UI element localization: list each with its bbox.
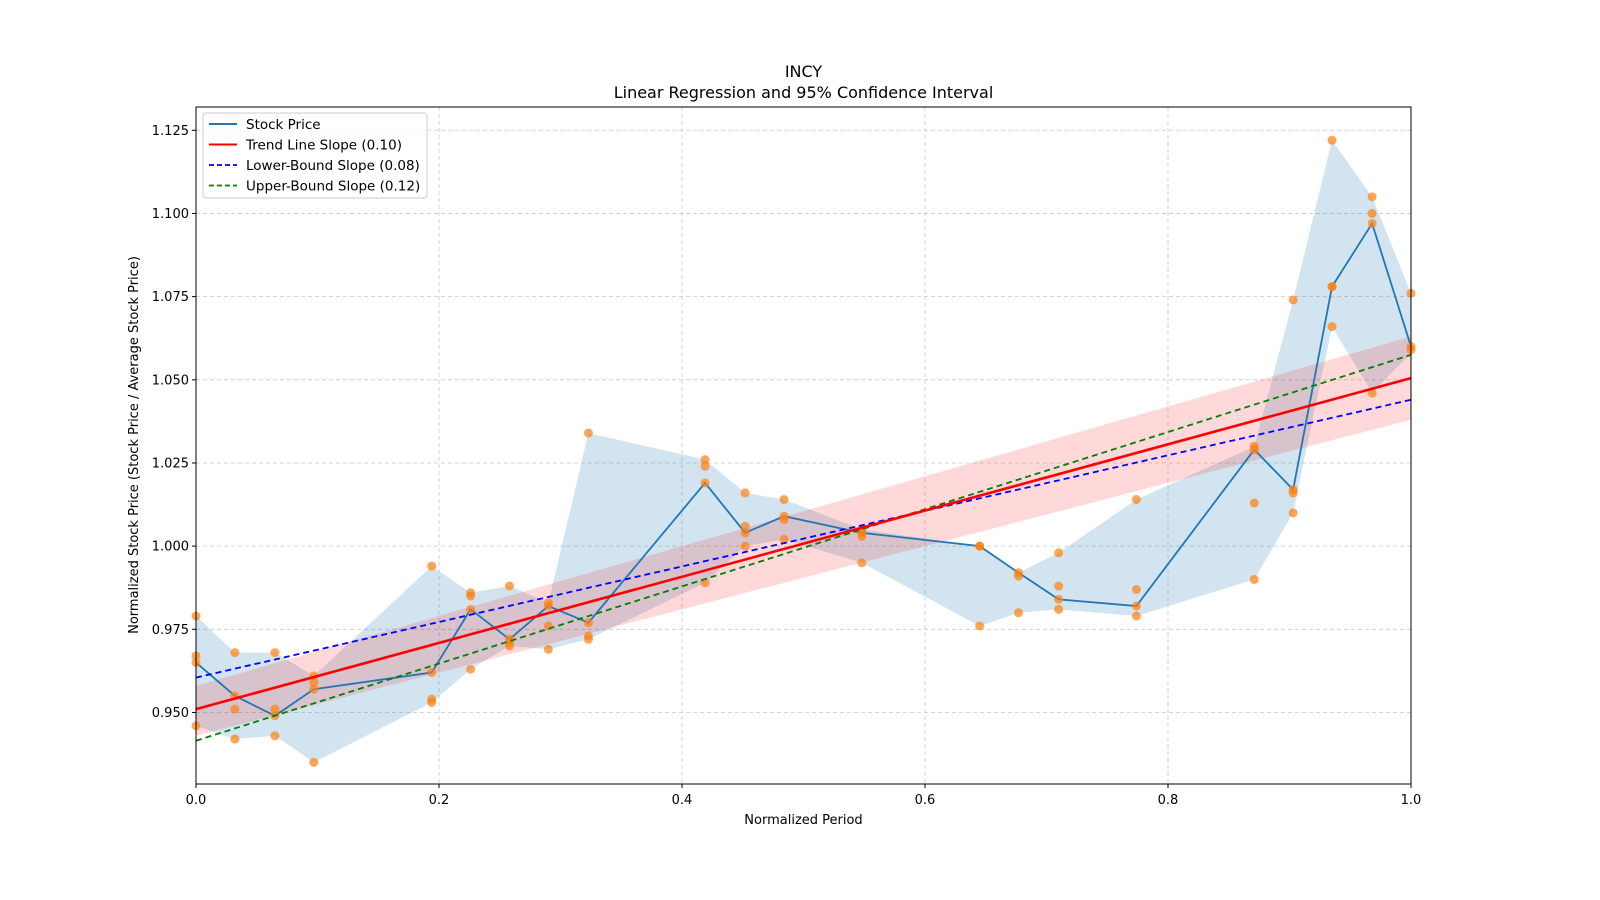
chart-title: INCY [785,62,823,81]
scatter-point [1288,508,1298,518]
scatter-point [583,428,593,438]
x-tick-label: 0.2 [429,793,450,808]
scatter-point [975,621,985,631]
scatter-point [1014,571,1024,581]
trend-confidence-band [196,336,1411,736]
scatter-point [543,601,553,611]
scatter-point [857,558,867,568]
scatter-point [230,704,240,714]
scatter-point [270,648,280,658]
regression-lines [195,353,1412,742]
scatter-point [466,664,476,674]
price-range-area [196,140,1411,763]
scatter-point [740,541,750,551]
scatter-point [1288,488,1298,498]
legend-label: Trend Line Slope (0.10) [245,138,402,154]
scatter-point [1054,594,1064,604]
scatter-point [700,455,710,465]
scatter-point [1131,611,1141,621]
scatter-point [700,478,710,488]
y-tick-label: 0.975 [152,623,189,638]
stock-price-line [195,221,1412,717]
scatter-point [270,731,280,741]
scatter-point [504,634,514,644]
scatter-point [543,621,553,631]
scatter-point [583,618,593,628]
y-tick-label: 1.100 [152,207,189,222]
scatter-point [1054,548,1064,558]
legend-label: Stock Price [246,117,321,133]
upper-bound-line [195,353,1412,742]
scatter-point [270,704,280,714]
scatter-point [1288,295,1298,305]
legend: Stock Price Trend Line Slope (0.10) Lower-… [202,112,428,199]
scatter-point [1367,208,1377,218]
y-tick-label: 1.050 [152,373,189,388]
scatter-point [1327,282,1337,292]
scatter-point [1327,322,1337,332]
series-layer [191,135,1416,767]
scatter-point [1367,218,1377,228]
y-tick-label: 1.025 [152,456,189,471]
scatter-point [230,734,240,744]
axis-ticks: 0.0 0.2 0.4 0.6 0.8 1.0 0.950 0.975 1.000 1.025 1.… [152,124,1422,808]
legend-box [202,112,428,199]
x-tick-label: 1.0 [1401,793,1422,808]
scatter-point [1249,498,1259,508]
scatter-point [1131,584,1141,594]
x-tick-label: 0.4 [672,793,693,808]
scatter-point [975,541,985,551]
scatter-point [740,528,750,538]
legend-label: Lower-Bound Slope (0.08) [246,158,420,174]
scatter-point [700,461,710,471]
x-axis-label: Normalized Period [744,813,862,828]
y-tick-label: 0.950 [152,706,189,721]
lower-bound-line [195,398,1412,679]
scatter-point [309,684,319,694]
y-tick-label: 1.075 [152,290,189,305]
x-tick-label: 0.8 [1158,793,1179,808]
scatter-point [740,521,750,531]
trend-line [195,376,1412,711]
scatter-point [1014,608,1024,618]
scatter-point [427,668,437,678]
scatter-point [466,591,476,601]
scatter-point [1054,604,1064,614]
plot-frame [195,106,1412,785]
scatter-point [779,495,789,505]
scatter-point [1131,495,1141,505]
y-axis-label: Normalized Stock Price (Stock Price / Av… [127,256,142,634]
x-tick-label: 0.0 [186,793,207,808]
chart-subtitle: Linear Regression and 95% Confidence Int… [614,83,994,102]
scatter-point [779,515,789,525]
scatter-point [543,644,553,654]
scatter-point [1131,601,1141,611]
scatter-point [504,641,514,651]
scatter-point [1249,574,1259,584]
y-tick-label: 1.125 [152,124,189,139]
trend-ci-area [196,336,1411,736]
scatter-point [466,604,476,614]
scatter-point [1367,192,1377,202]
y-tick-label: 1.000 [152,540,189,555]
x-tick-label: 0.6 [915,793,936,808]
scatter-point [230,648,240,658]
scatter-point [1367,388,1377,398]
price-range-band [196,140,1411,763]
scatter-point [309,678,319,688]
scatter-point [583,634,593,644]
scatter-point [1054,581,1064,591]
scatter-point [427,561,437,571]
scatter-point [1249,445,1259,455]
scatter-point [857,531,867,541]
scatter-point [309,757,319,767]
scatter-point [1327,135,1337,145]
scatter-point [740,488,750,498]
legend-label: Upper-Bound Slope (0.12) [246,179,420,195]
scatter-point [504,581,514,591]
scatter-point [427,697,437,707]
